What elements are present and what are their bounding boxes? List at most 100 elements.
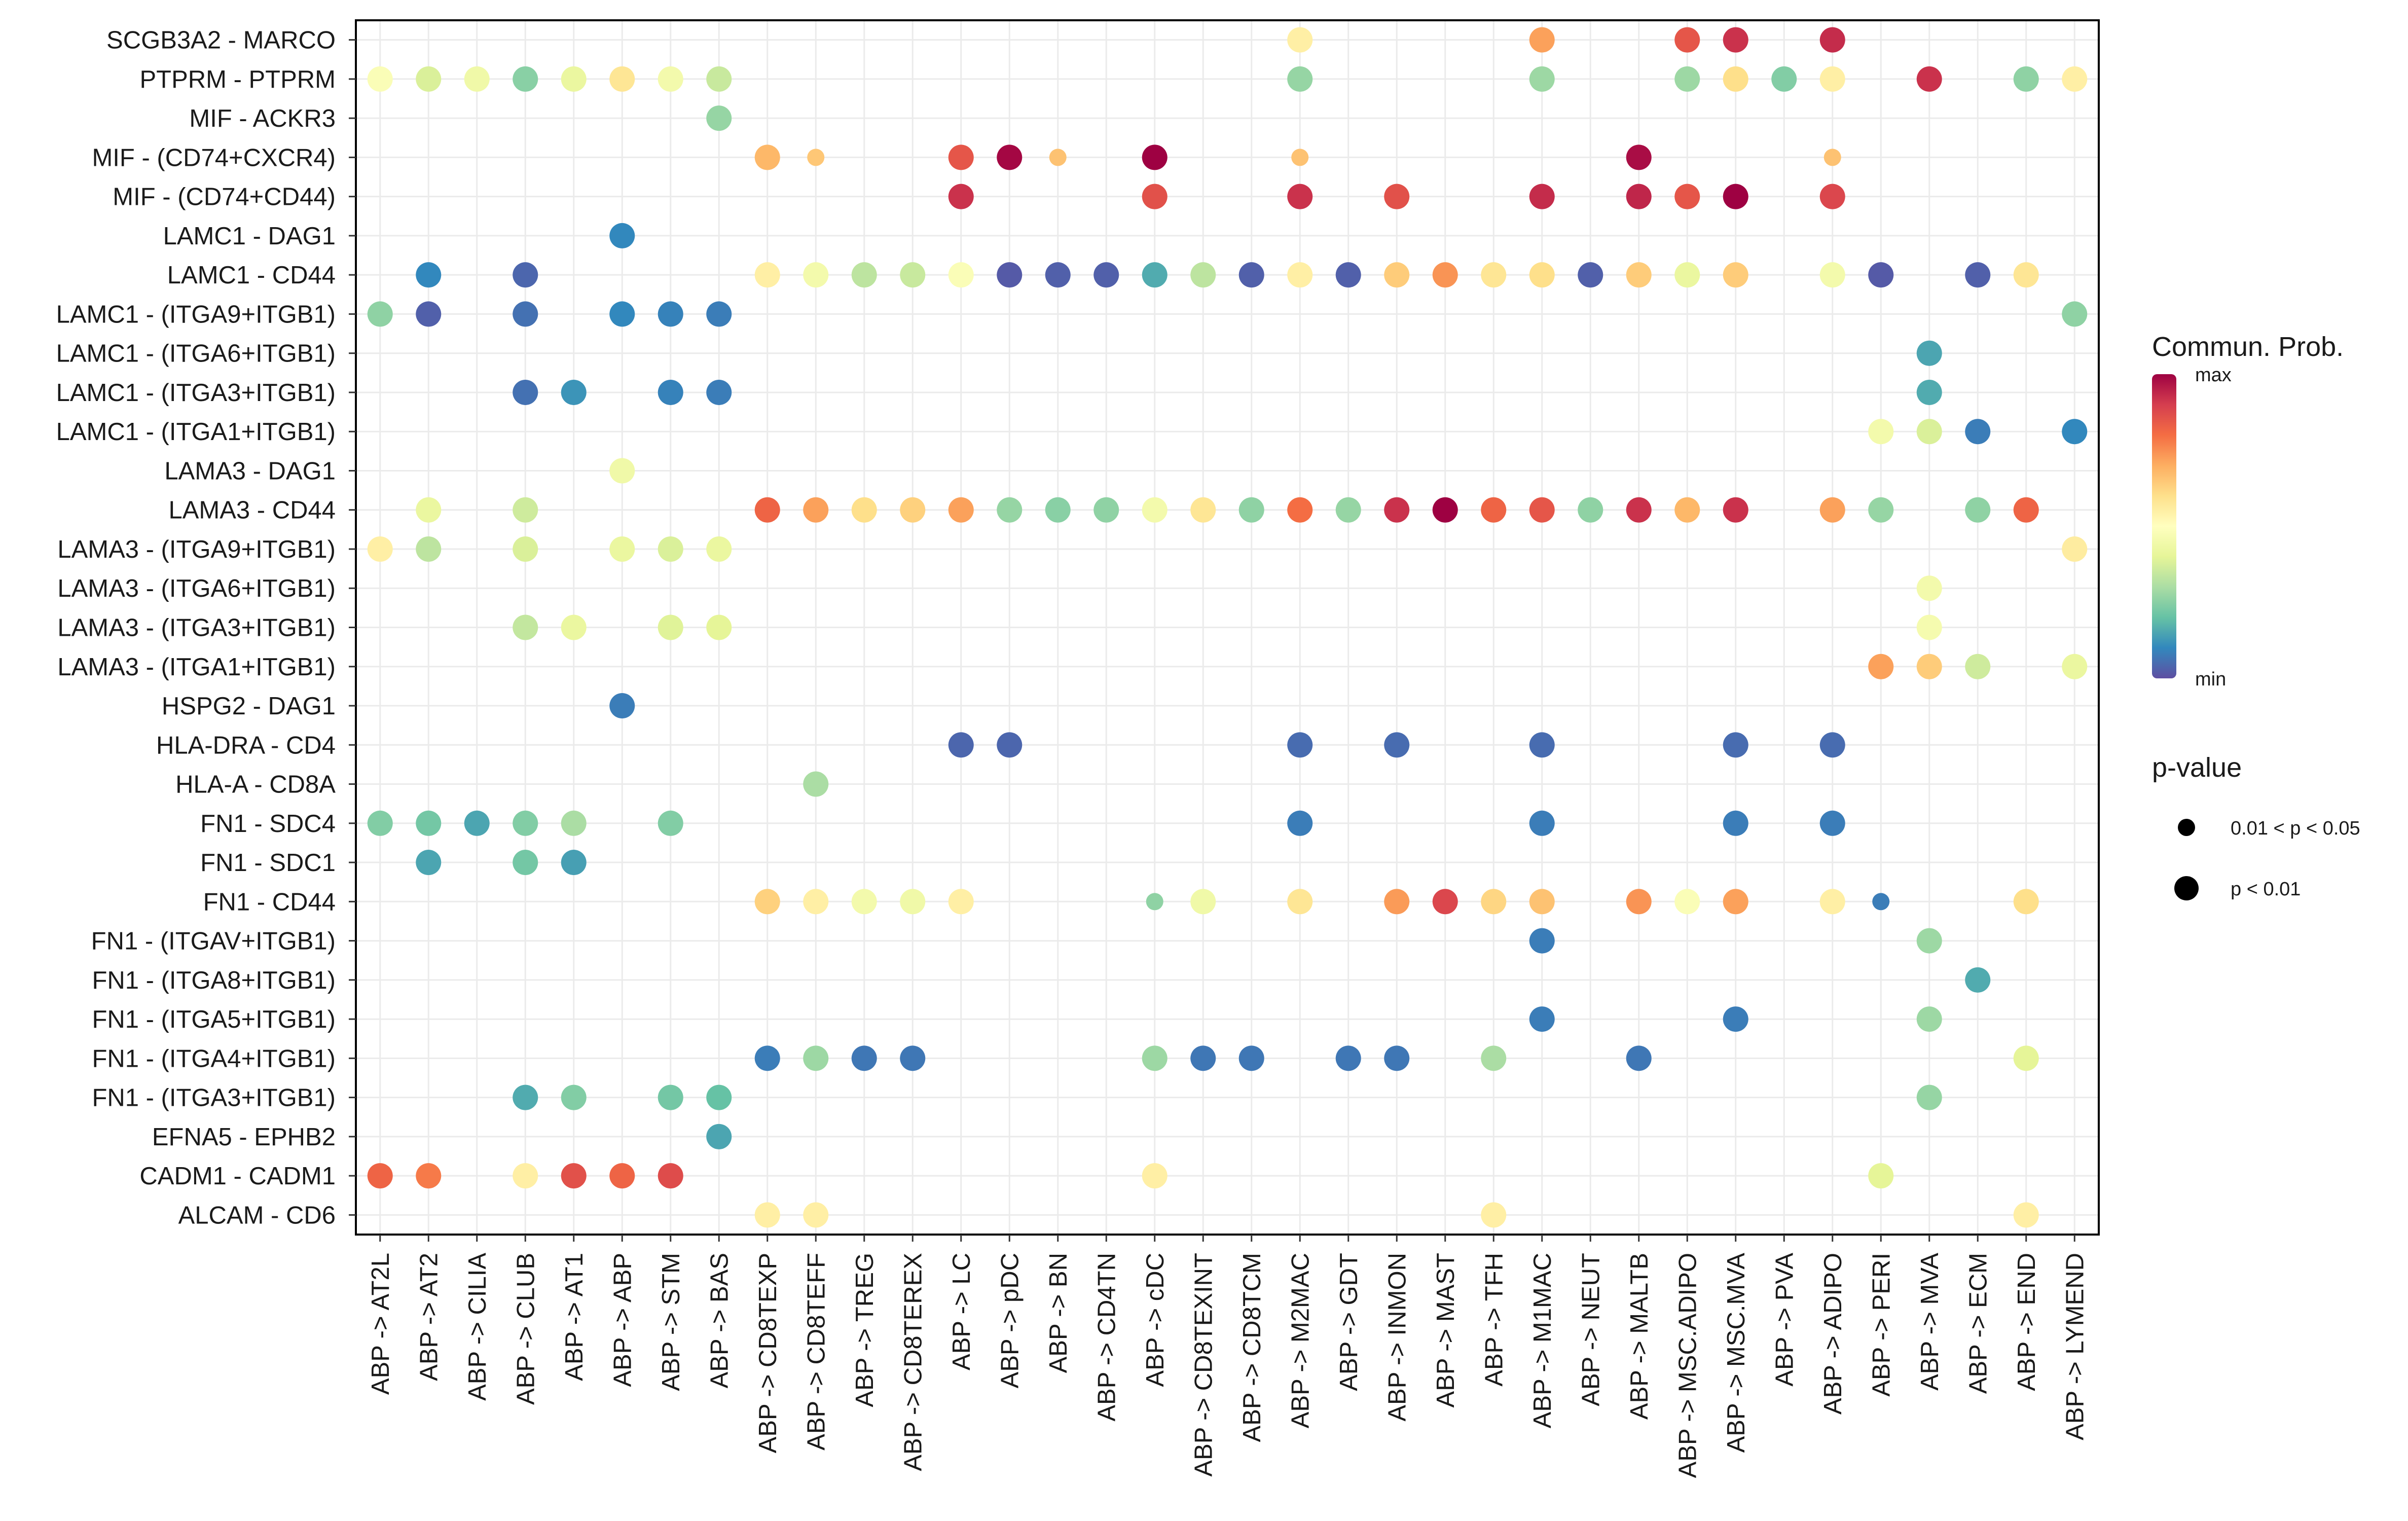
- data-point: [1723, 810, 1748, 836]
- data-point: [658, 379, 683, 405]
- y-tick-label: LAMC1 - (ITGA6+ITGB1): [56, 340, 336, 368]
- data-point: [706, 1124, 732, 1149]
- x-tick-label: ABP -> GDT: [1335, 1253, 1363, 1391]
- data-point: [1674, 184, 1700, 209]
- data-point: [416, 301, 442, 327]
- data-point: [900, 262, 926, 288]
- data-point: [609, 1163, 635, 1189]
- data-point: [1190, 889, 1216, 915]
- data-point: [1723, 497, 1748, 523]
- axis-ticks: [349, 39, 2075, 1242]
- data-point: [706, 66, 732, 92]
- data-point: [1190, 1045, 1216, 1071]
- x-tick-label: ABP -> MSC.MVA: [1723, 1253, 1750, 1453]
- data-point: [1965, 419, 1991, 445]
- data-point: [2013, 1202, 2039, 1228]
- data-point: [2062, 66, 2088, 92]
- data-point: [367, 66, 393, 92]
- x-tick-label: ABP -> MALTB: [1626, 1253, 1653, 1420]
- data-point: [416, 536, 442, 562]
- data-point: [754, 144, 780, 170]
- data-point: [367, 301, 393, 327]
- data-point: [1529, 262, 1555, 288]
- data-point: [367, 810, 393, 836]
- data-point: [1384, 1045, 1410, 1071]
- legend: Commun. Prob. max min p-value 0.01 < p <…: [2152, 332, 2360, 900]
- data-point: [807, 149, 825, 166]
- data-point: [1481, 889, 1507, 915]
- data-point: [2013, 497, 2039, 523]
- data-point: [513, 1163, 538, 1189]
- data-point: [1529, 27, 1555, 53]
- data-point: [1723, 889, 1748, 915]
- data-point: [609, 458, 635, 484]
- data-point: [609, 66, 635, 92]
- x-tick-label: ABP -> CD8TEXINT: [1190, 1253, 1217, 1477]
- data-point: [1626, 1045, 1652, 1071]
- data-point: [1674, 497, 1700, 523]
- data-point: [1868, 262, 1894, 288]
- data-point: [1432, 262, 1458, 288]
- data-point: [1674, 262, 1700, 288]
- y-tick-label: PTPRM - PTPRM: [139, 66, 336, 93]
- data-point: [1674, 889, 1700, 915]
- y-tick-label: ALCAM - CD6: [178, 1202, 336, 1229]
- x-tick-label: ABP -> CD4TN: [1093, 1253, 1120, 1422]
- y-tick-label: FN1 - (ITGA5+ITGB1): [92, 1006, 336, 1033]
- data-point: [803, 262, 829, 288]
- data-point: [1529, 184, 1555, 209]
- data-point: [1238, 1045, 1264, 1071]
- data-point: [754, 889, 780, 915]
- data-point: [754, 262, 780, 288]
- data-point: [658, 66, 683, 92]
- x-tick-label: ABP -> LC: [948, 1253, 975, 1370]
- data-point: [1723, 732, 1748, 758]
- data-point: [1868, 654, 1894, 679]
- data-point: [706, 301, 732, 327]
- x-tick-label: ABP -> INMON: [1383, 1253, 1411, 1422]
- data-point: [416, 850, 442, 876]
- data-point: [1916, 379, 1942, 405]
- data-point: [561, 810, 587, 836]
- data-point: [948, 732, 974, 758]
- data-point: [1819, 66, 1845, 92]
- data-point: [2013, 66, 2039, 92]
- data-point: [609, 301, 635, 327]
- data-point: [1819, 184, 1845, 209]
- y-tick-label: MIF - (CD74+CD44): [113, 184, 336, 211]
- x-tick-label: ABP -> ECM: [1964, 1253, 1992, 1394]
- data-point: [1142, 1045, 1167, 1071]
- data-point: [1529, 889, 1555, 915]
- y-tick-label: LAMA3 - DAG1: [164, 457, 336, 485]
- data-point: [1965, 262, 1991, 288]
- data-point: [851, 889, 877, 915]
- color-scale-bar: [2152, 374, 2176, 678]
- data-point: [1093, 497, 1119, 523]
- data-point: [997, 732, 1023, 758]
- data-point: [948, 144, 974, 170]
- y-tick-label: LAMA3 - (ITGA1+ITGB1): [57, 654, 336, 681]
- data-point: [1384, 184, 1410, 209]
- data-point: [1626, 497, 1652, 523]
- data-point: [1287, 732, 1313, 758]
- x-tick-label: ABP -> BAS: [706, 1253, 733, 1388]
- data-point: [1626, 184, 1652, 209]
- data-point: [1965, 654, 1991, 679]
- data-point: [1142, 497, 1167, 523]
- data-point: [609, 536, 635, 562]
- x-tick-label: ABP -> STM: [658, 1253, 685, 1391]
- data-point: [706, 1084, 732, 1110]
- grid-lines: [356, 20, 2099, 1235]
- data-point: [1823, 149, 1841, 166]
- data-point: [1049, 149, 1067, 166]
- data-point: [416, 810, 442, 836]
- data-point: [900, 889, 926, 915]
- data-point: [513, 66, 538, 92]
- data-point: [658, 614, 683, 640]
- data-point: [1965, 497, 1991, 523]
- x-tick-label: ABP -> CD8TEFF: [802, 1253, 830, 1451]
- data-point: [1432, 889, 1458, 915]
- data-point: [1287, 27, 1313, 53]
- data-point: [561, 614, 587, 640]
